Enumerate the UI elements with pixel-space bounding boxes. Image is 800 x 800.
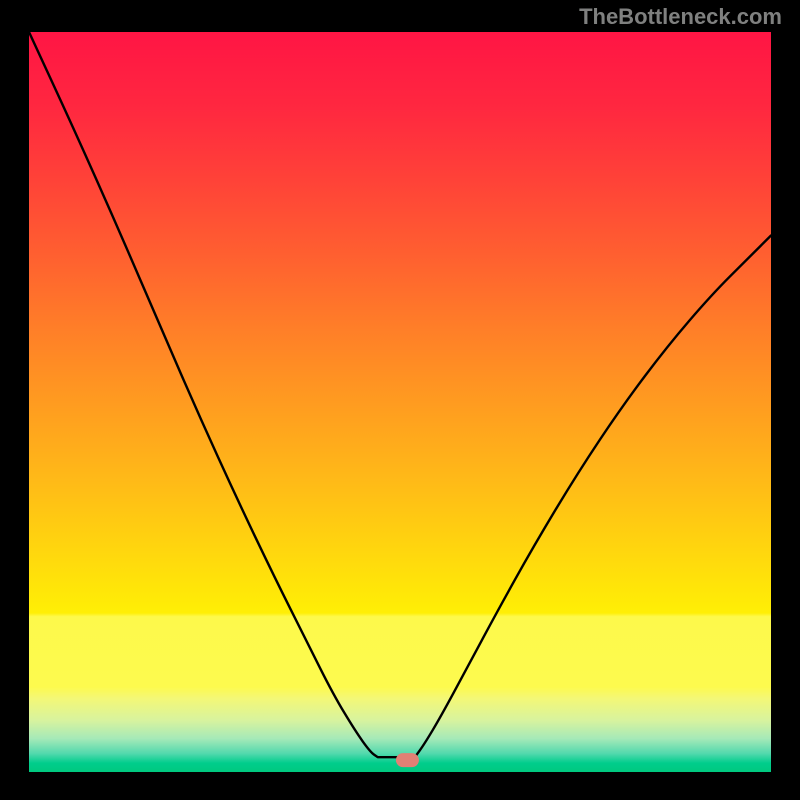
- plot-background: [29, 32, 771, 772]
- bottleneck-chart: [0, 0, 800, 800]
- watermark-text: TheBottleneck.com: [579, 4, 782, 30]
- chart-container: TheBottleneck.com: [0, 0, 800, 800]
- optimal-marker: [396, 754, 418, 767]
